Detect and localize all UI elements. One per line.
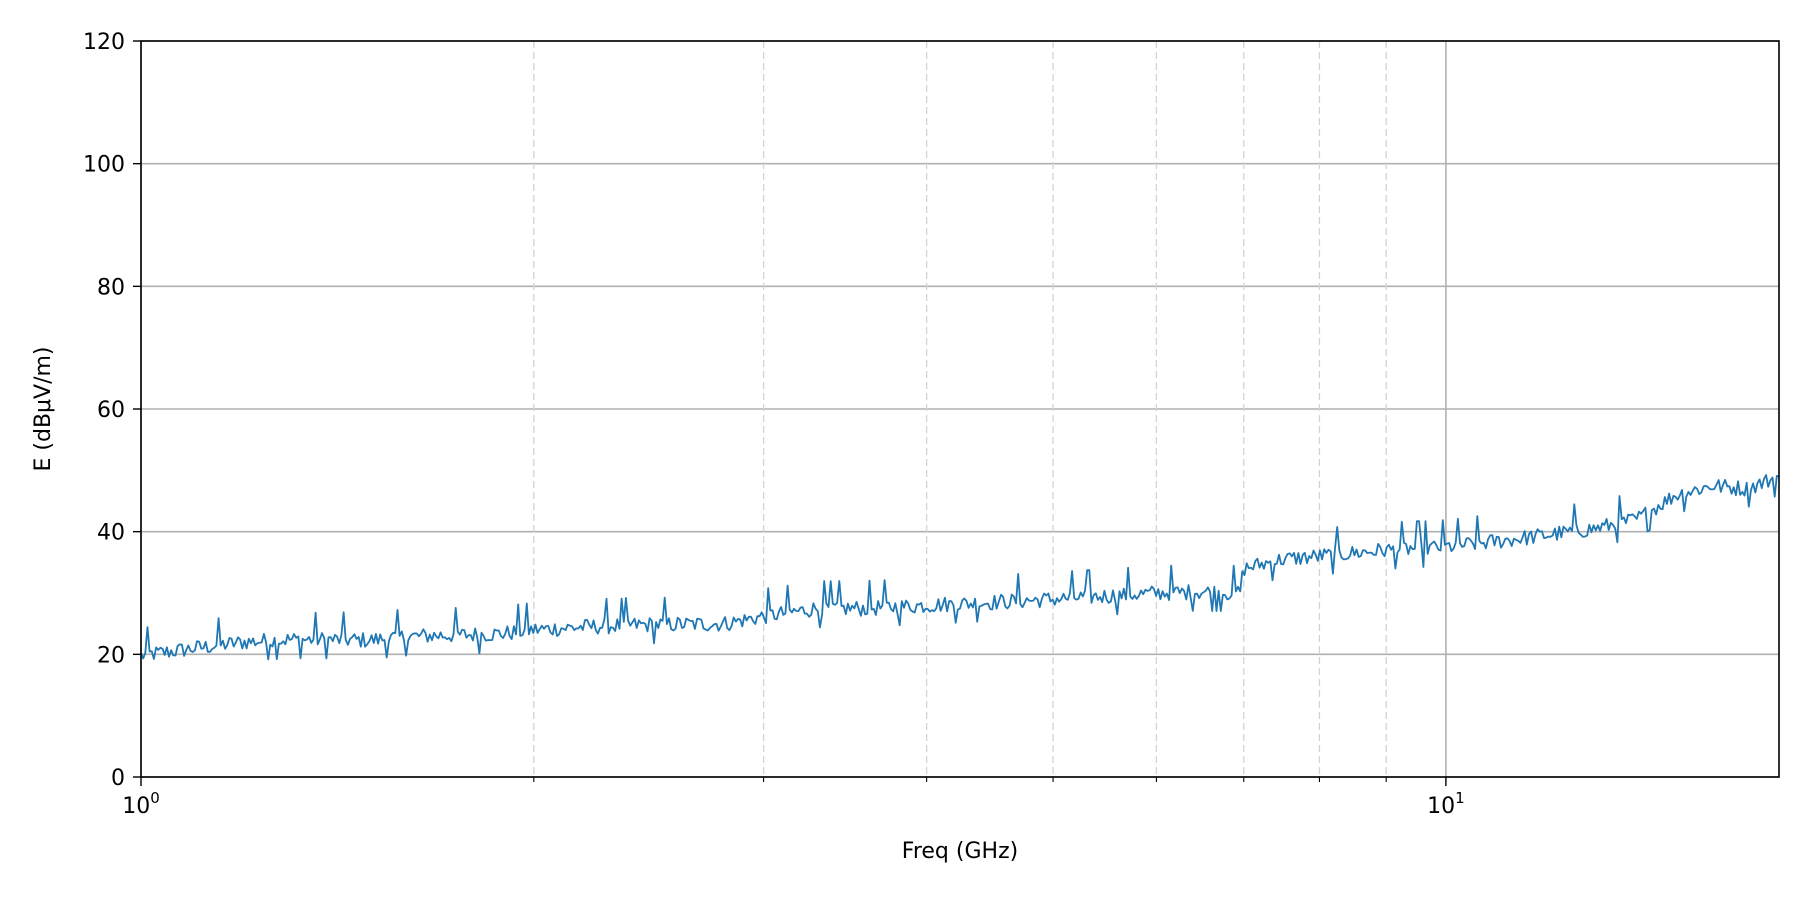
y-tick-label: 80: [97, 275, 125, 300]
y-tick-label: 120: [83, 30, 125, 55]
series-layer: [140, 474, 1780, 661]
y-tick-label: 0: [111, 766, 125, 791]
series-line: [140, 474, 1780, 661]
y-axis-label: E (dBμV/m): [31, 346, 56, 471]
y-tick-label: 20: [97, 643, 125, 668]
y-tick-label: 40: [97, 521, 125, 546]
x-tick-label: 100: [122, 789, 160, 819]
y-tick-label: 100: [83, 153, 125, 178]
x-axis-label: Freq (GHz): [902, 839, 1018, 864]
x-tick-label: 101: [1427, 789, 1465, 819]
ticks: 0 20 40 60 80 100 120 100 101: [83, 30, 1465, 819]
y-tick-label: 60: [97, 398, 125, 423]
grid: [140, 40, 1779, 778]
